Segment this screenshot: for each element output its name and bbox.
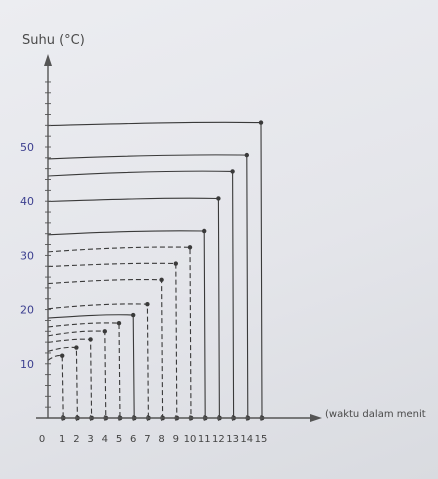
series-line [47,154,249,419]
x-tick-label: 14 [240,434,253,445]
y-axis-arrow [44,54,52,66]
series-line [47,354,64,419]
series-line [47,322,121,419]
x-tick-label: 11 [198,434,211,445]
series-line [47,121,263,419]
series-end-point [74,345,79,350]
series-line [47,330,107,419]
series-end-point [230,169,235,174]
series-line [47,262,178,419]
series-end-point [258,120,264,125]
y-tick-label: 50 [20,141,34,154]
series-line [47,197,220,419]
series-line [47,246,192,419]
series-end-point [159,277,164,282]
x-tick-label: 6 [130,434,136,445]
x-tick-label: 13 [226,434,239,445]
series-end-point [102,329,108,334]
x-tick-label: 10 [184,434,197,445]
series-line [47,278,164,419]
x-tick-label: 4 [102,434,108,445]
x-tick-label: 5 [116,434,122,445]
series-end-point [60,353,65,358]
y-tick-label: 10 [20,358,34,371]
x-tick-label: 7 [144,434,150,445]
x-tick-label: 2 [73,434,79,445]
series-end-point [173,261,178,266]
axes-group [36,54,322,422]
x-axis-arrow [310,414,322,422]
series-line [47,230,206,419]
y-tick-label: 20 [20,304,34,317]
series-end-point [88,337,93,342]
x-tick-label: 3 [87,434,93,445]
x-axis-label: (waktu dalam menit [325,409,426,420]
series-end-point [116,320,122,326]
series-end-point [202,228,207,234]
series-line [47,170,235,419]
x-tick-label: 8 [158,434,164,445]
series-end-point [131,312,136,318]
series-end-point [187,245,193,250]
x-tick-label: 15 [255,434,268,445]
y-tick-label: 40 [20,195,34,208]
series-end-point [244,152,249,158]
y-tick-label: 30 [20,249,34,262]
series-line [47,338,93,419]
x-tick-label: 12 [212,434,225,445]
x-tick-label: 9 [173,434,179,445]
y-axis-label: Suhu (°C) [22,33,85,48]
series-end-point [145,301,150,307]
series-group [47,120,265,421]
x-tick-label: 1 [59,434,65,445]
series-end-point [216,196,221,201]
x-tick-label: 0 [39,434,45,445]
